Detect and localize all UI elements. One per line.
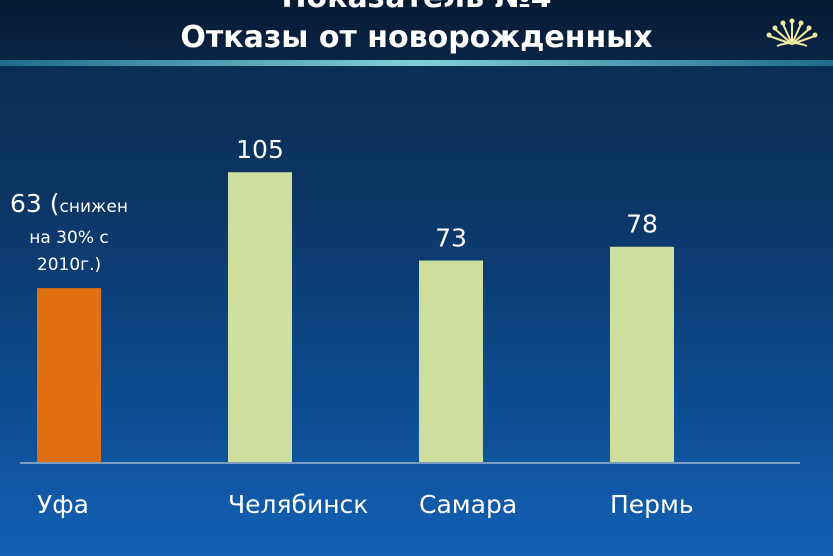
data-label-0-line2: на 30% с: [29, 228, 108, 248]
category-label-0: Уфа: [37, 490, 89, 519]
page-title: Отказы от новорожденных: [180, 20, 653, 55]
data-label-3: 78: [626, 210, 658, 239]
bar-3: [610, 246, 674, 462]
page-title-top: Показатель №4: [0, 0, 833, 15]
data-label-0-line3: 2010г.): [37, 255, 101, 275]
title-bar: Показатель №4 Отказы от новорожденных: [0, 0, 833, 60]
data-label-1: 105: [236, 135, 284, 164]
flower-emblem-icon: [766, 18, 818, 47]
data-label-0: 63 (снижен: [10, 189, 128, 218]
data-label-2: 73: [435, 224, 467, 253]
bar-2: [419, 260, 483, 462]
category-label-2: Самара: [419, 490, 517, 519]
category-label-1: Челябинск: [228, 490, 368, 519]
bar-0: [37, 288, 101, 462]
header-divider: [0, 60, 833, 66]
bar-1: [228, 172, 292, 462]
category-label-3: Пермь: [610, 490, 694, 519]
